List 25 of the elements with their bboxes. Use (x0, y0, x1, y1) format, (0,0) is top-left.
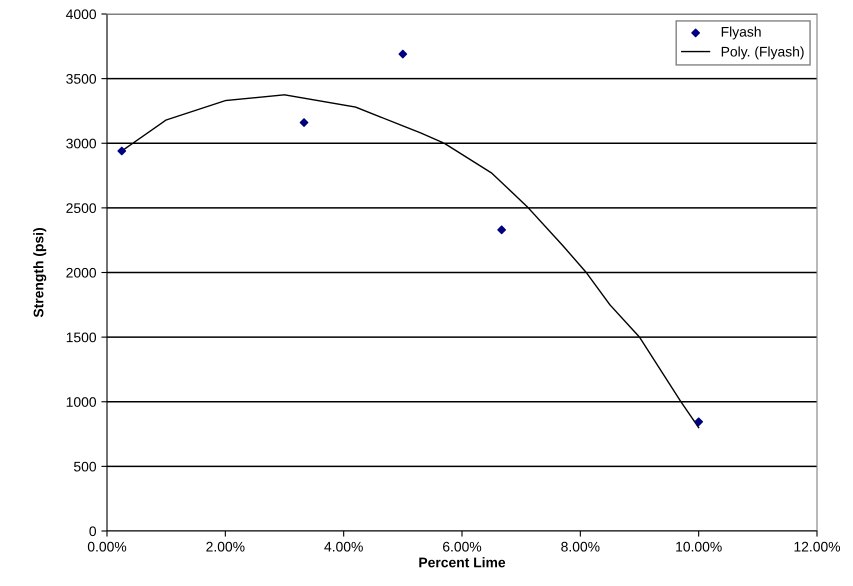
point (398, 50, 408, 58)
y-tick-label: 1000 (66, 397, 96, 407)
x-tick-label: 2.00% (206, 542, 245, 552)
point (497, 225, 506, 234)
y-tick-label: 0 (89, 526, 96, 536)
y-tick-label: 500 (74, 462, 96, 472)
x-tick-label: 8.00% (561, 542, 600, 552)
x-tick-label: 6.00% (443, 542, 482, 552)
y-tick-label: 3000 (66, 138, 96, 148)
legend-label: Poly. (Flyash) (722, 46, 804, 60)
y-tick-label: 2000 (66, 268, 96, 278)
x-tick-label: 10.00% (676, 542, 722, 552)
point (300, 118, 308, 127)
y-tick-label: 1500 (66, 332, 96, 342)
x-tick-label: 0.00% (88, 542, 126, 552)
point (117, 146, 126, 156)
x-tick-label: 12.00% (794, 542, 840, 552)
x-tick-label: 4.00% (324, 542, 363, 552)
point (694, 417, 704, 426)
legend-label: Flyash (722, 26, 761, 40)
y-tick-label: 3500 (66, 74, 96, 84)
y-tick-label: 4000 (66, 9, 96, 20)
y-axis-title: Strength (psi) (33, 228, 46, 318)
y-tick-label: 2500 (66, 203, 96, 214)
x-axis-title: Percent Lime (419, 557, 506, 568)
